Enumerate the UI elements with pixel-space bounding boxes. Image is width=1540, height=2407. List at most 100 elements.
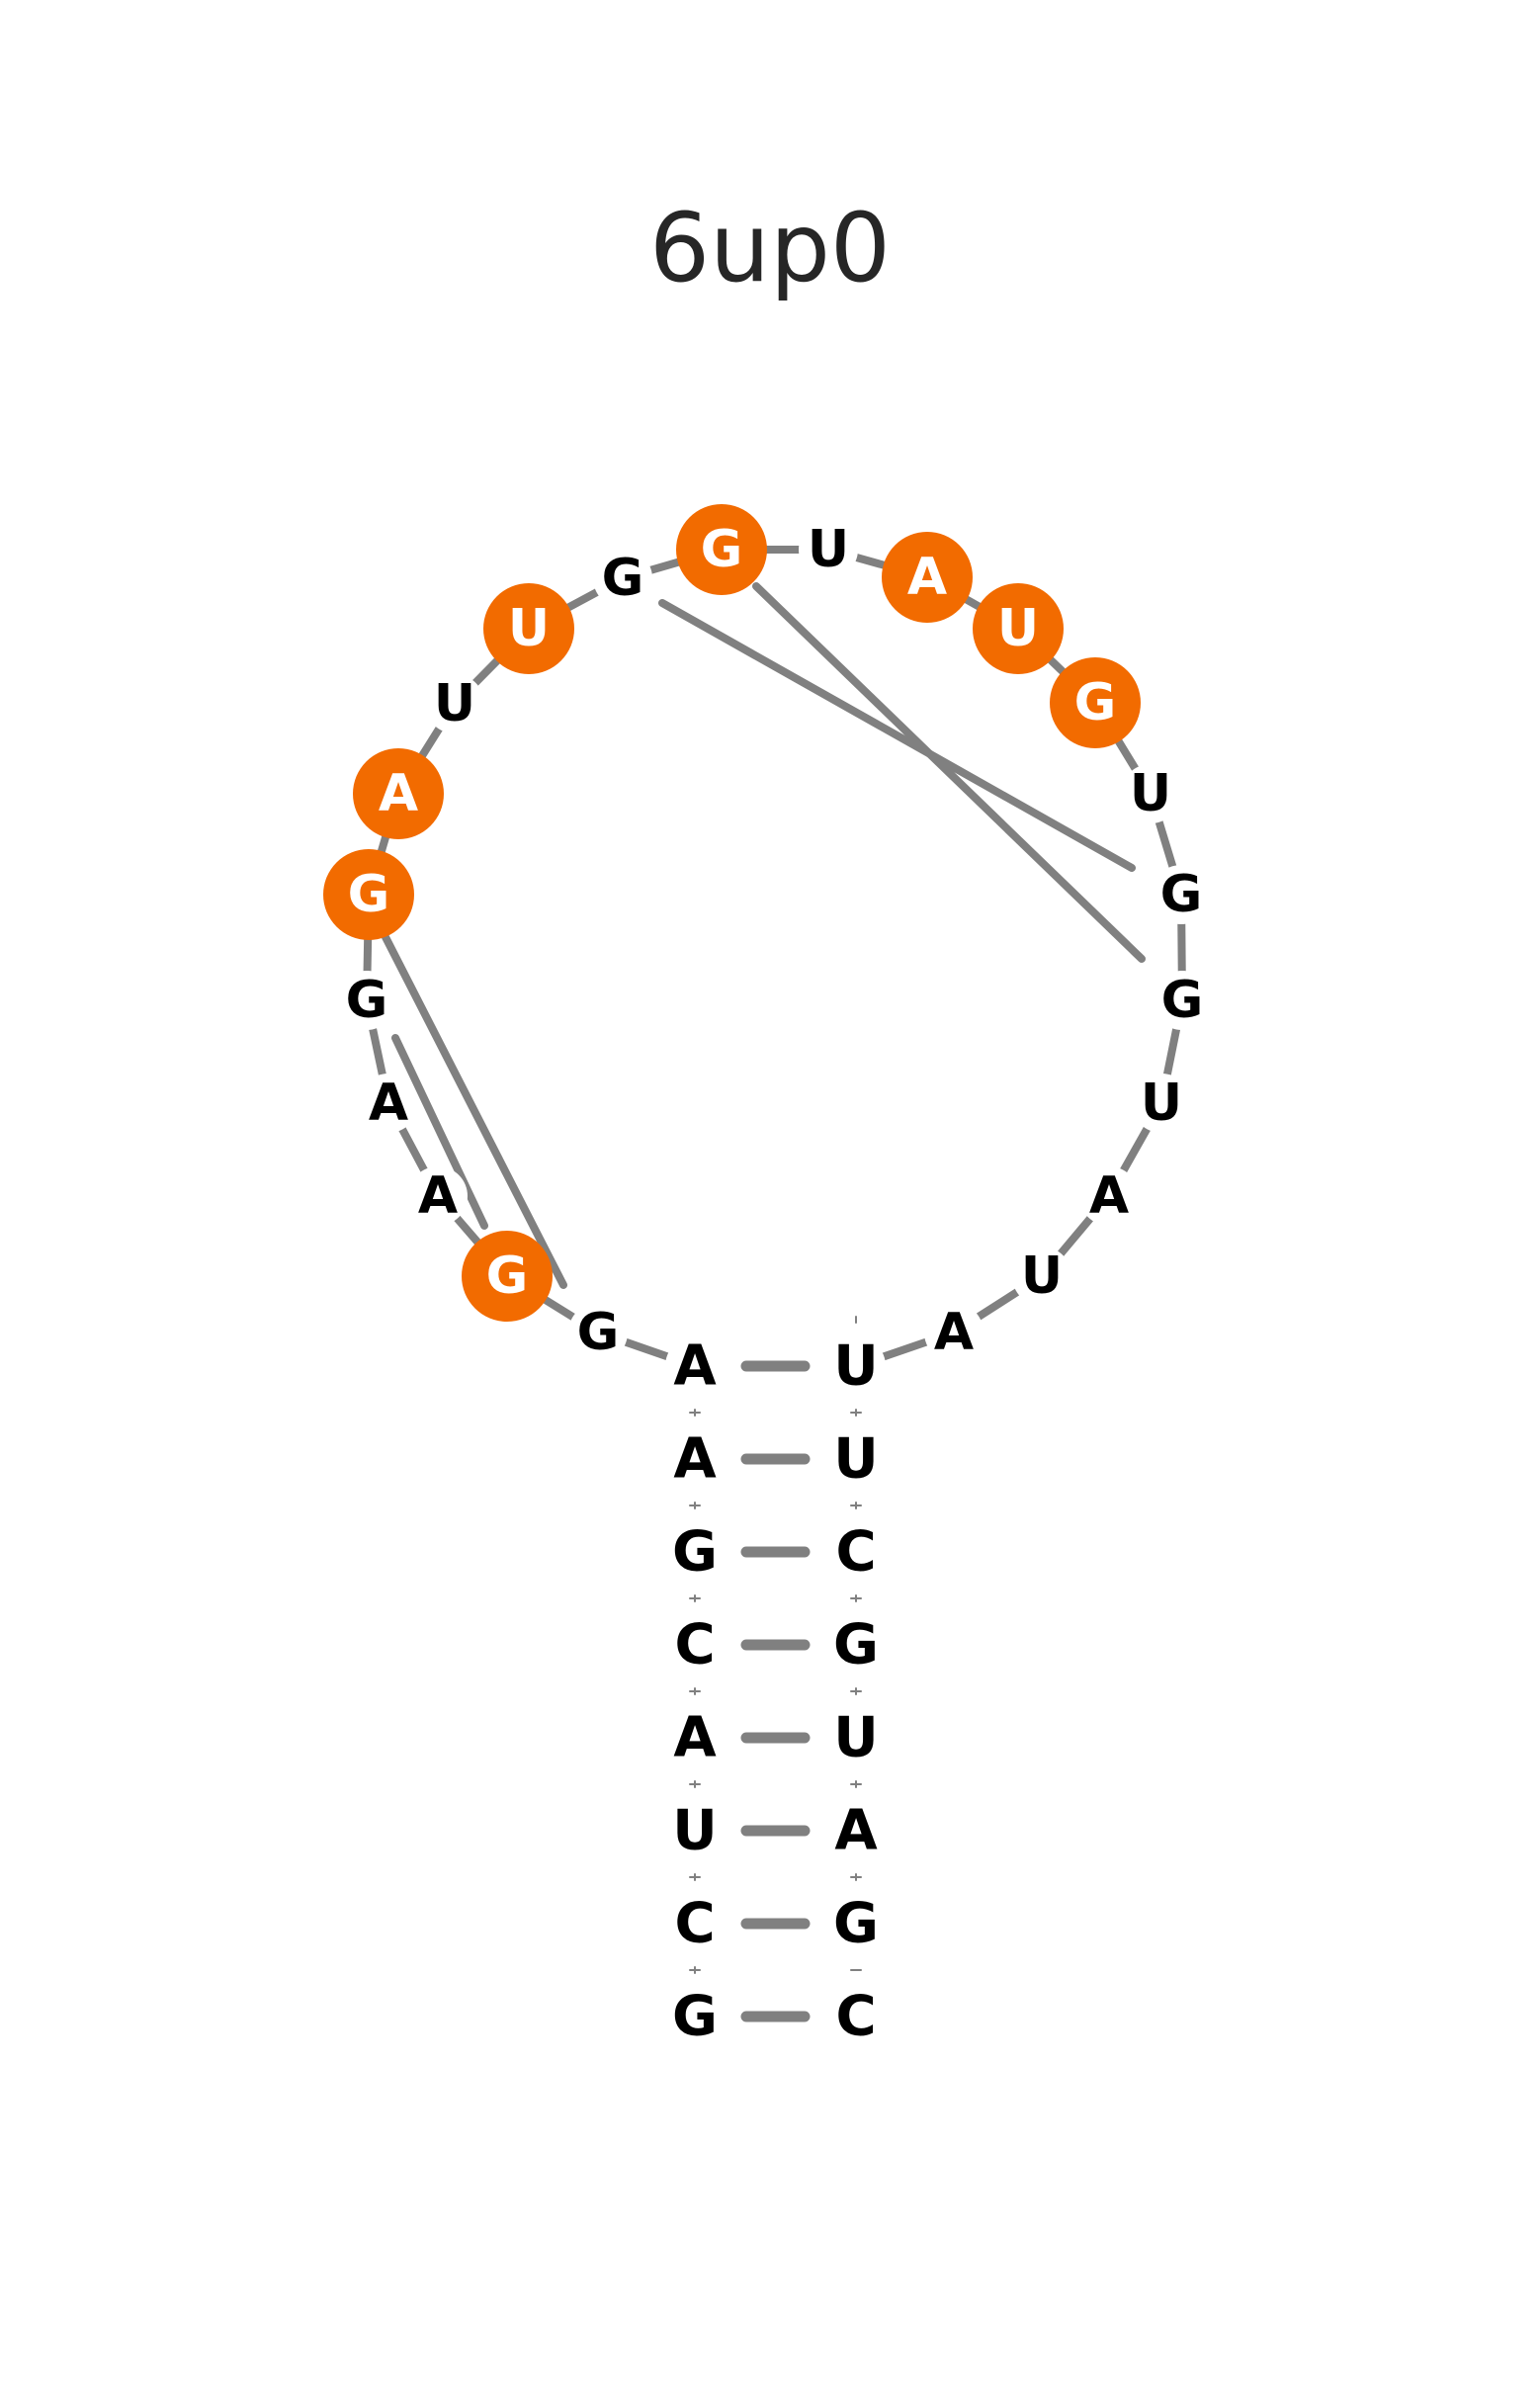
- tertiary-interaction: [391, 1034, 488, 1230]
- nucleotide-base-label: G: [1074, 673, 1117, 732]
- nucleotide-background: [924, 1303, 984, 1362]
- nucleotide: A: [826, 1799, 886, 1863]
- nucleotide-background: [337, 971, 396, 1030]
- nucleotide: A: [665, 1706, 725, 1770]
- nucleotide-base-label: A: [934, 1303, 974, 1362]
- nucleotide-base-label: U: [808, 520, 849, 579]
- nucleotide-base-label: U: [997, 599, 1039, 658]
- nucleotide-base-label: A: [418, 1166, 458, 1226]
- nucleotide: C: [665, 1892, 725, 1956]
- nucleotide: U: [1121, 764, 1180, 823]
- nucleotide: A: [882, 532, 973, 623]
- nucleotide-base-label: G: [602, 549, 644, 608]
- nucleotide-base-label: G: [1160, 865, 1203, 924]
- nucleotide-base-label: G: [577, 1303, 620, 1362]
- nucleotide: U: [483, 583, 574, 674]
- nucleotide: U: [826, 1334, 886, 1399]
- nucleotide-background: [665, 1801, 725, 1860]
- nucleotide: A: [359, 1074, 418, 1133]
- nucleotide-background: [665, 1894, 725, 1953]
- nucleotide-background: [665, 1522, 725, 1582]
- nucleotide-background: [1152, 865, 1211, 924]
- nucleotide: U: [1132, 1074, 1191, 1133]
- nucleotide-background: [408, 1166, 468, 1226]
- nucleotide: A: [924, 1303, 984, 1362]
- nucleotide-base-label: U: [833, 1334, 878, 1399]
- nucleotide-base-label: U: [833, 1427, 878, 1492]
- nucleotide: G: [337, 971, 396, 1030]
- nucleotide: A: [408, 1166, 468, 1226]
- nucleotide: G: [1050, 657, 1141, 748]
- nucleotide-base-label: A: [834, 1799, 878, 1863]
- nucleotide-base-label: A: [369, 1074, 408, 1133]
- nucleotide: U: [665, 1799, 725, 1863]
- highlight-marker: [462, 1231, 553, 1322]
- nucleotide: G: [593, 549, 652, 608]
- nucleotide: G: [323, 849, 414, 940]
- nucleotide-background: [665, 1708, 725, 1767]
- nucleotide: U: [826, 1427, 886, 1492]
- nucleotide-background: [826, 1336, 886, 1396]
- nucleotide-base-label: G: [672, 1985, 718, 2049]
- structure-title: 6up0: [649, 193, 891, 303]
- nucleotide: U: [973, 583, 1064, 674]
- nucleotide-base-label: U: [1130, 764, 1171, 823]
- nucleotide-base-label: G: [486, 1246, 529, 1306]
- nucleotide-base-label: A: [1089, 1166, 1129, 1226]
- nucleotide: G: [665, 1520, 725, 1585]
- nucleotide: G: [1153, 971, 1212, 1030]
- nucleotide-background: [665, 1336, 725, 1396]
- nucleotide-background: [826, 1987, 886, 2046]
- highlight-marker: [323, 849, 414, 940]
- nucleotide-background: [1121, 764, 1180, 823]
- nucleotide-background: [1132, 1074, 1191, 1133]
- nucleotide: U: [799, 520, 858, 579]
- nucleotide-base-label: G: [672, 1520, 718, 1585]
- nucleotide-base-label: G: [1161, 971, 1204, 1030]
- tertiary-interaction: [752, 582, 1146, 963]
- nucleotide-base-label: U: [434, 674, 475, 733]
- nucleotide-base-label: G: [346, 971, 388, 1030]
- highlight-marker: [973, 583, 1064, 674]
- nucleotide-background: [799, 520, 858, 579]
- nucleotide-base-label: A: [379, 764, 418, 823]
- nucleotide-background: [425, 674, 484, 733]
- nucleotide-background: [826, 1429, 886, 1489]
- nucleotide: G: [826, 1892, 886, 1956]
- nucleotide-base-label: A: [673, 1427, 717, 1492]
- nucleotide: U: [425, 674, 484, 733]
- nucleotide-background: [1079, 1166, 1139, 1226]
- nucleotide-background: [826, 1522, 886, 1582]
- nucleotide: G: [676, 504, 767, 595]
- nucleotide-background: [593, 549, 652, 608]
- nucleotide-base-label: C: [674, 1892, 715, 1956]
- nucleotide-background: [359, 1074, 418, 1133]
- nucleotide-base-label: C: [835, 1520, 876, 1585]
- nucleotide-background: [1153, 971, 1212, 1030]
- nucleotide-base-label: A: [907, 548, 947, 607]
- nucleotide: G: [1152, 865, 1211, 924]
- nucleotide-base-label: U: [833, 1706, 878, 1770]
- highlight-marker: [882, 532, 973, 623]
- nucleotide-base-label: U: [1141, 1074, 1182, 1133]
- nucleotide: G: [665, 1985, 725, 2049]
- nucleotide-background: [568, 1303, 628, 1362]
- nucleotide: C: [826, 1985, 886, 2049]
- nucleotide: G: [826, 1613, 886, 1677]
- nucleotide: A: [1079, 1166, 1139, 1226]
- nucleotide-base-label: G: [348, 865, 390, 924]
- highlight-marker: [353, 748, 444, 839]
- nucleotide: U: [1012, 1246, 1071, 1306]
- nucleotide-background: [665, 1615, 725, 1675]
- nucleotide-base-label: U: [1021, 1246, 1063, 1306]
- tertiary-interaction: [658, 599, 1136, 872]
- nucleotide: U: [826, 1706, 886, 1770]
- nucleotide-base-label: U: [672, 1799, 717, 1863]
- nucleotide-base-label: G: [833, 1892, 879, 1956]
- nucleotide-base-label: A: [673, 1334, 717, 1399]
- nucleotide-background: [665, 1429, 725, 1489]
- nucleotide: G: [568, 1303, 628, 1362]
- nucleotide: A: [353, 748, 444, 839]
